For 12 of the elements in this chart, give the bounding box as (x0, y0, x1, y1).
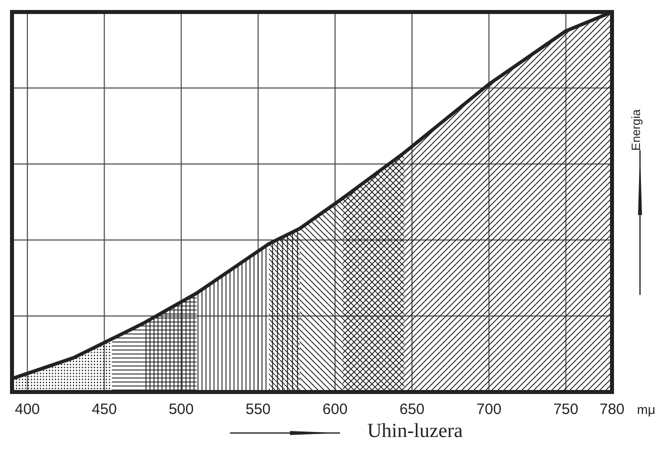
x-tick-label: 500 (168, 401, 194, 418)
x-tick-label: 650 (399, 401, 425, 418)
x-tick-label: 400 (14, 401, 40, 418)
x-tick-label: 600 (322, 401, 348, 418)
x-tick-label: 780 (599, 401, 625, 418)
x-axis-title: Uhin-luzera (367, 420, 463, 442)
text: mμ (637, 402, 656, 417)
x-tick-label: 700 (476, 401, 502, 418)
x-tick-label: 450 (92, 401, 117, 418)
x-tick-label: 750 (553, 401, 578, 418)
y-axis-title: Energia (629, 109, 643, 151)
x-tick-label: 550 (246, 401, 271, 418)
